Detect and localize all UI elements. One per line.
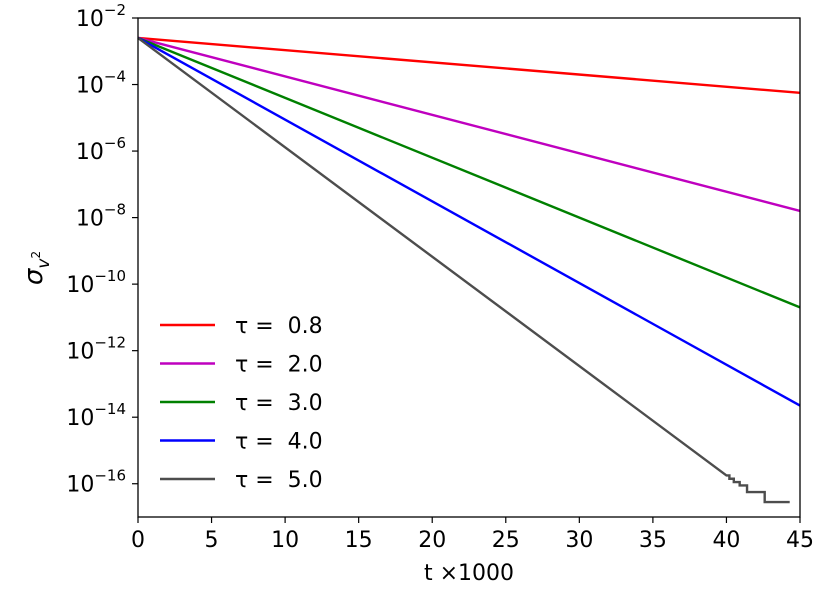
y-tick-power: −8 [104, 201, 126, 219]
x-tick-label: 30 [565, 528, 593, 553]
y-tick-base: 10 [76, 140, 104, 165]
y-tick-power: −12 [94, 334, 126, 352]
y-axis-label-symbol: σ [19, 267, 49, 285]
legend-label: τ = 3.0 [235, 391, 323, 416]
x-tick-label: 25 [492, 528, 520, 553]
series-line-1 [137, 36, 801, 95]
legend-entry: τ = 0.8 [160, 314, 323, 339]
y-tick-power: −14 [94, 400, 126, 418]
y-tick-label: 10−4 [76, 68, 126, 99]
legend-label: τ = 2.0 [235, 353, 323, 378]
y-tick-power: −16 [94, 467, 126, 485]
y-tick-label: 10−12 [66, 334, 126, 365]
y-tick-label: 10−14 [66, 400, 126, 431]
svg-text:σv2: σv2 [19, 251, 54, 285]
y-axis-label-subscript-power: 2 [29, 251, 43, 259]
x-tick-label: 0 [131, 528, 145, 553]
plot-lines [137, 36, 801, 504]
x-tick-label: 10 [271, 528, 299, 553]
x-tick-label: 35 [639, 528, 667, 553]
y-tick-power: −6 [104, 134, 126, 152]
y-tick-base: 10 [76, 207, 104, 232]
legend-label: τ = 4.0 [235, 430, 323, 455]
axes-frame [137, 17, 801, 518]
y-axis-label: σv2 [19, 251, 54, 285]
y-tick-label: 10−2 [76, 1, 126, 32]
legend-entry: τ = 5.0 [160, 468, 323, 493]
series-line-2 [137, 36, 801, 213]
legend-label: τ = 0.8 [235, 314, 323, 339]
y-axis-label-subscript: v [34, 258, 54, 269]
y-tick-label: 10−10 [66, 267, 126, 298]
x-tick-label: 45 [786, 528, 814, 553]
legend-label: τ = 5.0 [235, 468, 323, 493]
y-tick-base: 10 [76, 7, 104, 32]
x-tick-label: 20 [418, 528, 446, 553]
y-tick-power: −2 [104, 1, 126, 19]
y-tick-base: 10 [66, 473, 94, 498]
x-tick-label: 15 [345, 528, 373, 553]
x-tick-label: 40 [712, 528, 740, 553]
y-tick-base: 10 [66, 273, 94, 298]
legend-entry: τ = 4.0 [160, 430, 323, 455]
y-tick-power: −10 [94, 267, 126, 285]
x-tick-label: 5 [205, 528, 219, 553]
legend-entry: τ = 2.0 [160, 353, 323, 378]
y-tick-label: 10−16 [66, 467, 126, 498]
series-line-3 [137, 36, 801, 309]
series-line-5 [137, 36, 790, 504]
legend: τ = 0.8 τ = 2.0 τ = 3.0 τ = 4.0 τ = 5.0 [160, 314, 323, 493]
x-axis-label: t ×1000 [424, 561, 514, 586]
legend-entry: τ = 3.0 [160, 391, 323, 416]
series-line-4 [137, 36, 801, 407]
y-tick-label: 10−6 [76, 134, 126, 165]
y-tick-base: 10 [76, 74, 104, 99]
y-tick-power: −4 [104, 68, 126, 86]
x-axis: 0 5 10 15 20 25 30 35 40 45 [131, 517, 814, 553]
y-tick-base: 10 [66, 340, 94, 365]
y-tick-base: 10 [66, 406, 94, 431]
y-tick-label: 10−8 [76, 201, 126, 232]
